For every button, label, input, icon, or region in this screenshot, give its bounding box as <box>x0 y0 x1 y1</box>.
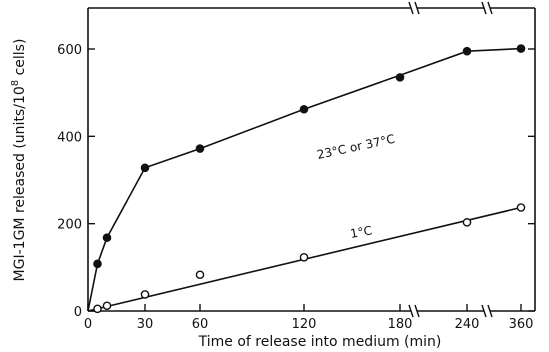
data-point-open <box>517 204 524 211</box>
data-point-open <box>103 302 110 309</box>
x-axis-label: Time of release into medium (min) <box>198 334 442 350</box>
data-point-open <box>141 291 148 298</box>
x-tick-label: 360 <box>509 317 534 332</box>
y-axis-label-main: MGI-1GM released (units/10 <box>12 86 28 281</box>
data-point-open <box>300 254 307 261</box>
series-line <box>88 49 521 311</box>
data-point-filled <box>94 260 101 267</box>
data-point-open <box>94 305 101 312</box>
data-point-filled <box>196 145 203 152</box>
plot-area <box>88 45 525 312</box>
data-point-open <box>463 219 470 226</box>
data-point-filled <box>463 48 470 55</box>
data-point-filled <box>141 164 148 171</box>
x-tick-label: 120 <box>292 317 317 332</box>
x-tick-label: 60 <box>192 317 209 332</box>
series-label-cold: 1°C <box>349 223 373 241</box>
x-tick-label: 180 <box>388 317 413 332</box>
data-point-open <box>196 271 203 278</box>
y-tick-label: 600 <box>57 43 82 58</box>
x-ticks: 0 30 60 120 180 240 360 <box>84 304 534 332</box>
data-point-filled <box>396 74 403 81</box>
y-tick-label: 200 <box>57 218 82 233</box>
y-axis-label-tail: cells) <box>12 39 28 80</box>
y-tick-label: 0 <box>74 305 82 320</box>
x-tick-label: 240 <box>455 317 480 332</box>
y-tick-label: 400 <box>57 130 82 145</box>
data-point-filled <box>300 106 307 113</box>
series-label-warm: 23°C or 37°C <box>316 132 396 162</box>
y-axis-label: MGI-1GM released (units/108 cells) <box>10 39 28 282</box>
y-ticks: 0 200 400 600 <box>57 43 535 320</box>
data-point-filled <box>517 45 524 52</box>
axis-break-markers <box>409 2 492 317</box>
x-tick-label: 0 <box>84 317 92 332</box>
x-tick-label: 30 <box>137 317 154 332</box>
data-point-filled <box>103 234 110 241</box>
